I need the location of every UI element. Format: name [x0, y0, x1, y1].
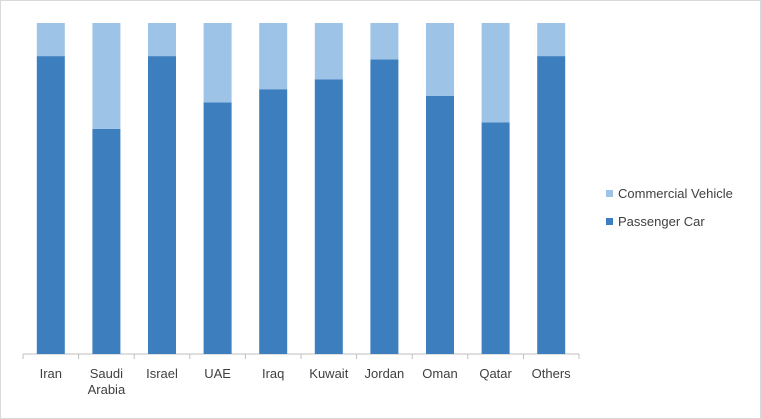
bar-segment	[148, 56, 176, 354]
x-tick-label: Iraq	[261, 366, 285, 381]
x-tick-label: Jordan	[364, 366, 405, 381]
bar-segment	[537, 56, 566, 354]
legend-label: Commercial Vehicle	[618, 186, 733, 201]
x-tick-label: Kuwait	[309, 366, 349, 381]
x-tick-label: Israel	[146, 366, 178, 381]
x-tick-label: Iran	[39, 366, 62, 381]
bar-segment	[203, 23, 232, 103]
legend-swatch	[606, 190, 613, 197]
bar-segment	[36, 56, 65, 354]
bar-segment	[36, 23, 65, 57]
bar-segment	[481, 122, 510, 354]
bar-segment	[426, 95, 454, 354]
bar-segment	[537, 23, 566, 57]
bar-segment	[481, 23, 510, 123]
bar-segment	[370, 23, 399, 60]
x-tick-label: UAE	[204, 366, 231, 381]
bar-segment	[314, 79, 343, 355]
legend-item: Passenger Car	[606, 214, 705, 229]
bar-segment	[148, 23, 176, 57]
x-tick-label: Oman	[422, 366, 458, 381]
legend-label: Passenger Car	[618, 214, 705, 229]
bar-segment	[92, 128, 121, 354]
bar-segment	[92, 23, 121, 129]
x-tick-label: Others	[531, 366, 571, 381]
legend-item: Commercial Vehicle	[606, 186, 733, 201]
bar-segment	[426, 23, 454, 96]
bar-segment	[370, 59, 399, 354]
bar-segment	[259, 23, 288, 90]
x-tick-label: Saudi Arabia	[87, 366, 126, 397]
x-tick-label: Qatar	[479, 366, 512, 381]
bar-segment	[314, 23, 343, 80]
bar-segment	[259, 89, 288, 354]
bar-segment	[203, 102, 232, 354]
legend-swatch	[606, 218, 613, 225]
